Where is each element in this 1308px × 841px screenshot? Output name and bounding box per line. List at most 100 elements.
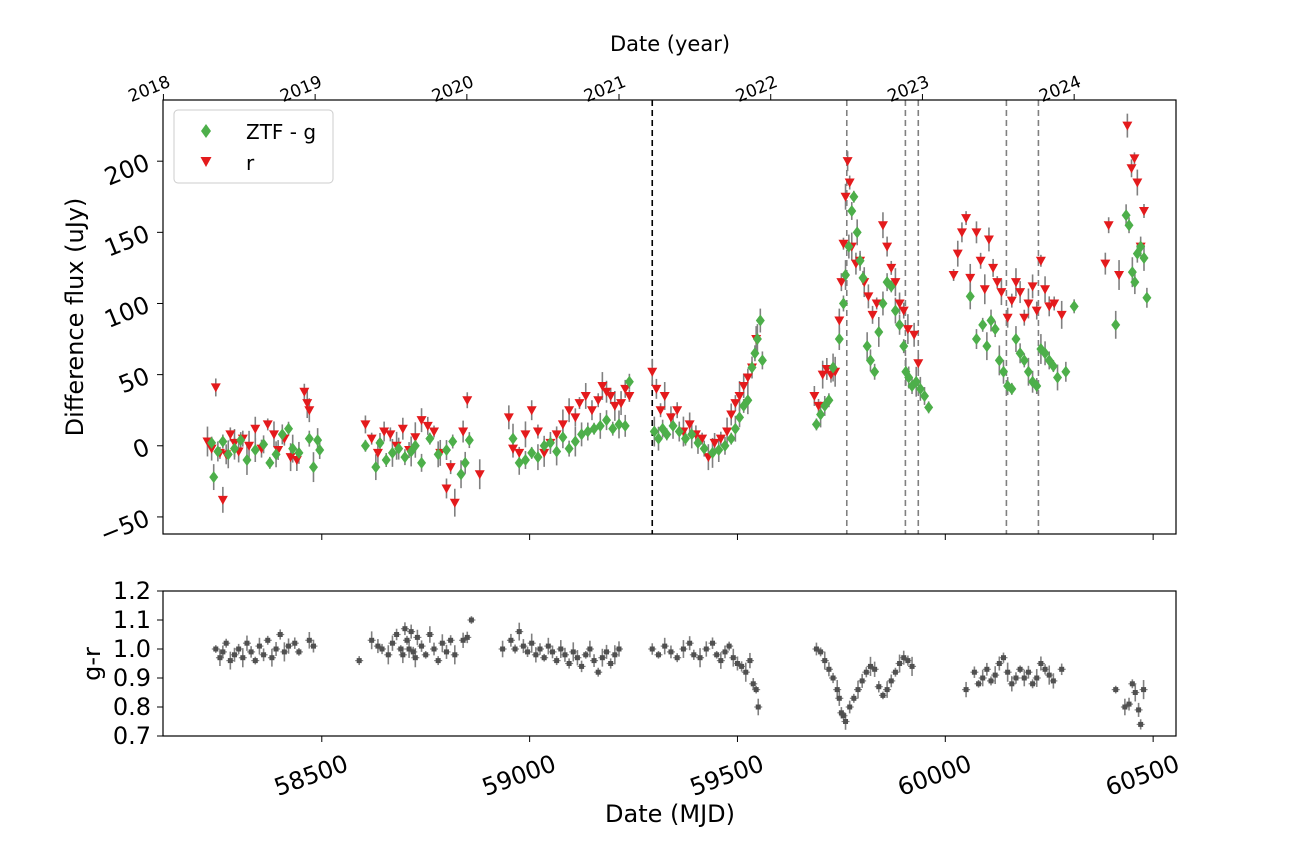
g-point <box>564 442 574 455</box>
g-point <box>899 340 909 353</box>
color-point <box>892 669 898 675</box>
g-point <box>1019 354 1029 367</box>
r-point <box>697 434 708 444</box>
color-point <box>273 646 279 652</box>
g-point <box>1011 333 1021 346</box>
g-point <box>624 375 634 388</box>
r-point <box>1100 259 1111 269</box>
color-point <box>813 646 819 652</box>
color-point <box>310 643 316 649</box>
g-point <box>649 425 659 438</box>
r-point <box>574 399 585 409</box>
g-point <box>313 434 323 447</box>
g-point <box>852 226 862 239</box>
color-point <box>1021 675 1027 681</box>
g-point <box>545 436 555 449</box>
g-point <box>847 204 857 217</box>
g-point <box>824 394 834 407</box>
color-point <box>591 658 597 664</box>
color-x-ticks: 58500 59000 59500 60000 60500 <box>271 736 1183 802</box>
r-point <box>586 406 597 416</box>
r-point <box>886 263 897 273</box>
color-point <box>520 643 526 649</box>
r-point <box>738 382 749 392</box>
r-point <box>867 310 878 320</box>
color-y-ticks: 0.70.80.91.01.11.2 <box>113 577 163 750</box>
g-point <box>520 454 530 467</box>
r-point <box>813 401 824 411</box>
g-point <box>841 269 851 282</box>
color-point <box>516 629 522 635</box>
r-point <box>726 410 737 420</box>
color-x-tick-label: 60000 <box>894 749 975 801</box>
color-point <box>691 652 697 658</box>
r-point <box>1129 154 1140 164</box>
r-point <box>1019 313 1030 323</box>
g-point <box>250 444 260 457</box>
r-point <box>304 406 315 416</box>
year-axis-label: Date (year) <box>610 32 730 56</box>
g-point <box>1015 347 1025 360</box>
g-point <box>886 280 896 293</box>
g-point <box>662 428 672 441</box>
color-point <box>838 710 844 716</box>
color-point <box>1009 681 1015 687</box>
color-point <box>1034 675 1040 681</box>
r-point <box>722 427 733 437</box>
color-point <box>834 687 840 693</box>
r-point <box>1056 310 1067 320</box>
r-point <box>250 424 261 434</box>
color-point <box>404 637 410 643</box>
r-point <box>871 299 882 309</box>
color-point <box>826 666 832 672</box>
flux-y-axis-label: Difference flux (uJy) <box>61 198 89 437</box>
g-point <box>911 375 921 388</box>
color-y-tick-label: 0.9 <box>113 664 151 692</box>
r-point <box>863 292 874 302</box>
color-point <box>427 632 433 637</box>
g-point <box>441 444 451 457</box>
g-point <box>924 401 934 414</box>
g-point <box>417 456 427 469</box>
r-point <box>734 391 745 401</box>
g-point <box>207 436 217 449</box>
color-point <box>1132 690 1138 695</box>
r-point <box>285 453 296 463</box>
g-point <box>595 419 605 432</box>
r-point <box>605 391 616 401</box>
r-point <box>817 370 828 380</box>
flux-y-ticks: −50 0 50 100 150 200 <box>96 148 163 549</box>
g-point <box>400 451 410 464</box>
legend-r-label: r <box>246 151 255 175</box>
r-point <box>462 396 473 406</box>
g-point <box>870 365 880 378</box>
r-point <box>909 330 920 340</box>
r-point <box>520 430 531 440</box>
g-point <box>1023 365 1033 378</box>
color-point <box>750 681 756 687</box>
r-point <box>299 387 310 397</box>
g-point <box>410 439 420 452</box>
color-point <box>710 640 716 646</box>
color-point <box>244 640 250 646</box>
r-point <box>262 420 273 430</box>
color-point <box>747 658 753 664</box>
color-y-tick-label: 1.1 <box>113 606 151 634</box>
r-point <box>366 434 377 444</box>
r-point <box>244 441 255 451</box>
color-point <box>687 640 693 646</box>
g-point <box>508 432 518 445</box>
flux-vertical-lines <box>651 100 1040 534</box>
color-point <box>256 643 262 649</box>
g-point <box>223 448 233 461</box>
color-point <box>587 646 593 652</box>
r-point <box>975 256 986 266</box>
color-point <box>296 649 302 655</box>
r-point <box>983 235 994 245</box>
color-point <box>743 669 749 675</box>
r-point <box>1027 282 1038 292</box>
color-point <box>217 655 223 661</box>
g-point <box>284 422 294 435</box>
color-point <box>277 632 283 637</box>
color-point <box>992 672 998 678</box>
